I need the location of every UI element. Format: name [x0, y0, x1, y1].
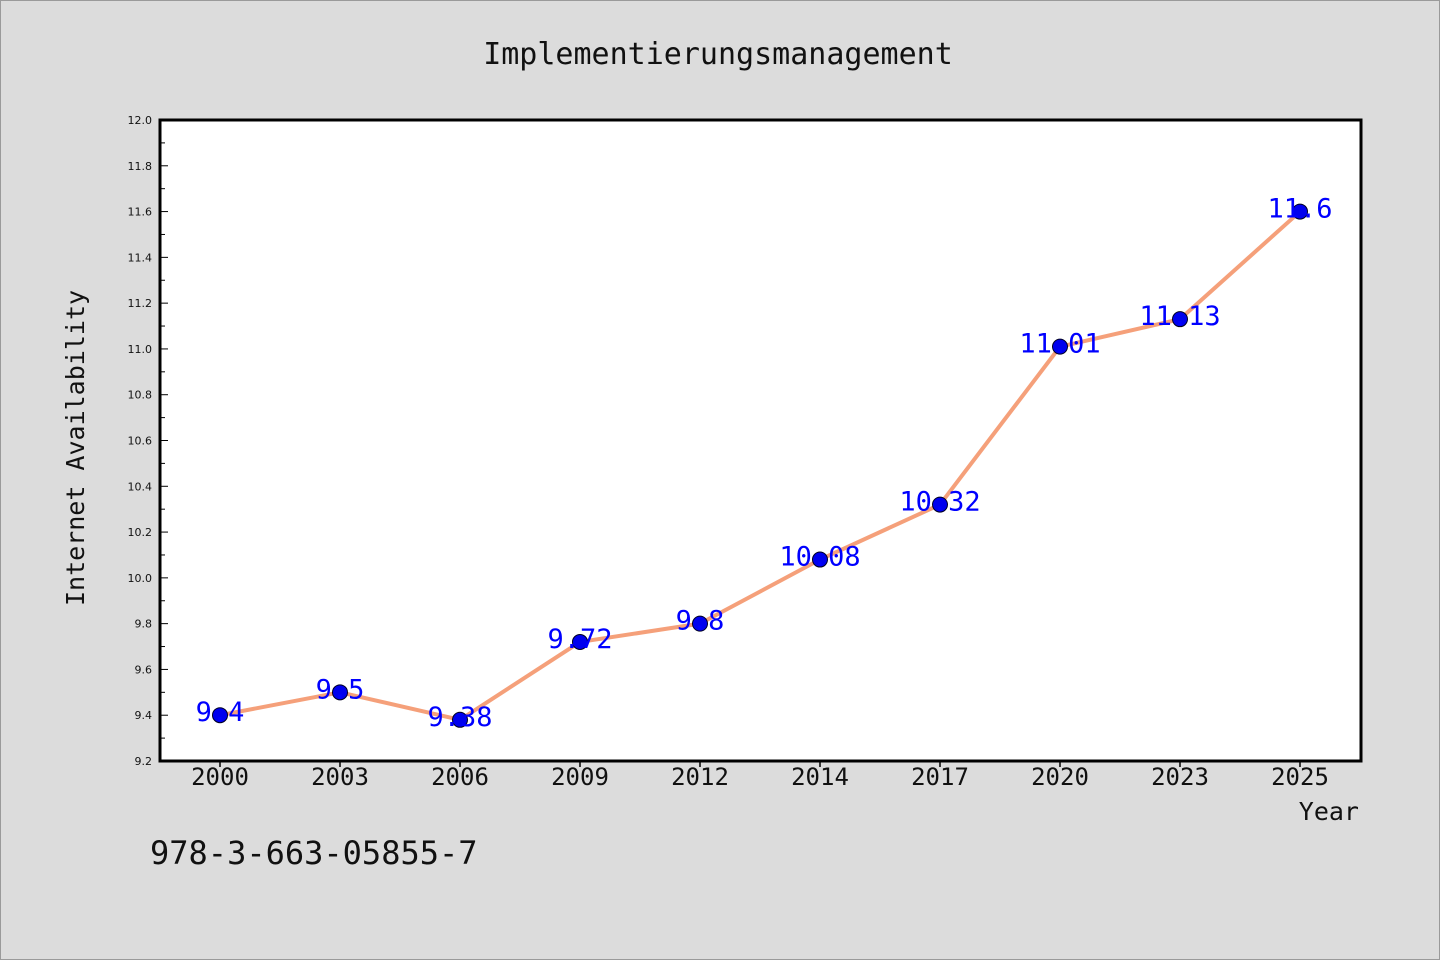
y-tick-label: 9.2: [135, 755, 153, 768]
data-label: 9.72: [547, 624, 612, 655]
data-label: 10.08: [779, 542, 860, 573]
data-point: [452, 711, 468, 728]
y-tick-label: 11.4: [128, 251, 153, 264]
y-tick-label: 12.0: [128, 114, 153, 127]
y-tick-label: 9.6: [135, 663, 153, 676]
y-tick-label: 10.2: [128, 526, 153, 539]
chart-title: Implementierungsmanagement: [483, 37, 953, 72]
y-tick-label: 9.4: [135, 709, 153, 722]
data-point: [212, 707, 228, 724]
data-label: 11.01: [1019, 329, 1100, 360]
data-label: 9.8: [676, 606, 725, 637]
data-label: 9.38: [427, 702, 492, 733]
series-line: [218, 209, 1302, 722]
series-layer: [212, 203, 1308, 728]
data-point: [932, 496, 948, 513]
data-label: 9.4: [196, 697, 245, 728]
y-axis: 9.2 9.4 9.6 9.8 10.0 10.2 10.4 10.6 10.8 11.0 11.2…: [128, 114, 168, 768]
data-label: 10.32: [899, 487, 980, 518]
data-label-layer: 9.4 9.5 9.38 9.72 9.8 10.08 10.32 11.01 11.13 11.…: [196, 194, 1333, 733]
data-label: 11.13: [1139, 301, 1220, 332]
data-label: 11.6: [1267, 194, 1332, 225]
x-axis-label: Year: [1299, 797, 1359, 826]
y-tick-label: 10.6: [128, 435, 153, 448]
x-tick-label: 2003: [311, 763, 369, 791]
y-tick-label: 10.0: [128, 572, 153, 585]
x-tick-label: 2014: [791, 763, 849, 791]
data-point: [1172, 311, 1188, 328]
x-tick-label: 2006: [431, 763, 489, 791]
y-tick-label: 10.8: [128, 389, 153, 402]
x-tick-label: 2000: [191, 763, 249, 791]
data-label: 9.5: [316, 674, 365, 705]
y-tick-label: 11.2: [128, 297, 153, 310]
x-tick-label: 2009: [551, 763, 609, 791]
data-point: [1052, 338, 1068, 355]
data-point: [812, 551, 828, 568]
y-tick-label: 11.0: [128, 343, 153, 356]
x-tick-label: 2017: [911, 763, 969, 791]
x-tick-label: 2020: [1031, 763, 1089, 791]
y-tick-label: 10.4: [128, 480, 153, 493]
y-axis-label: Internet Availability: [61, 290, 90, 606]
data-point: [572, 633, 588, 650]
y-tick-label: 9.8: [135, 618, 153, 631]
x-tick-label: 2012: [671, 763, 729, 791]
y-tick-label: 11.6: [128, 206, 153, 219]
y-tick-label: 11.8: [128, 160, 153, 173]
data-point: [1292, 203, 1308, 220]
x-tick-label: 2025: [1271, 763, 1329, 791]
x-tick-label: 2023: [1151, 763, 1209, 791]
data-point: [692, 615, 708, 632]
isbn-text: 978-3-663-05855-7: [150, 834, 478, 872]
plot-area: [158, 118, 1363, 763]
x-axis: 2000 2003 2006 2009 2012 2014 2017 2020 2023 2025: [191, 761, 1329, 791]
data-point: [332, 684, 348, 701]
